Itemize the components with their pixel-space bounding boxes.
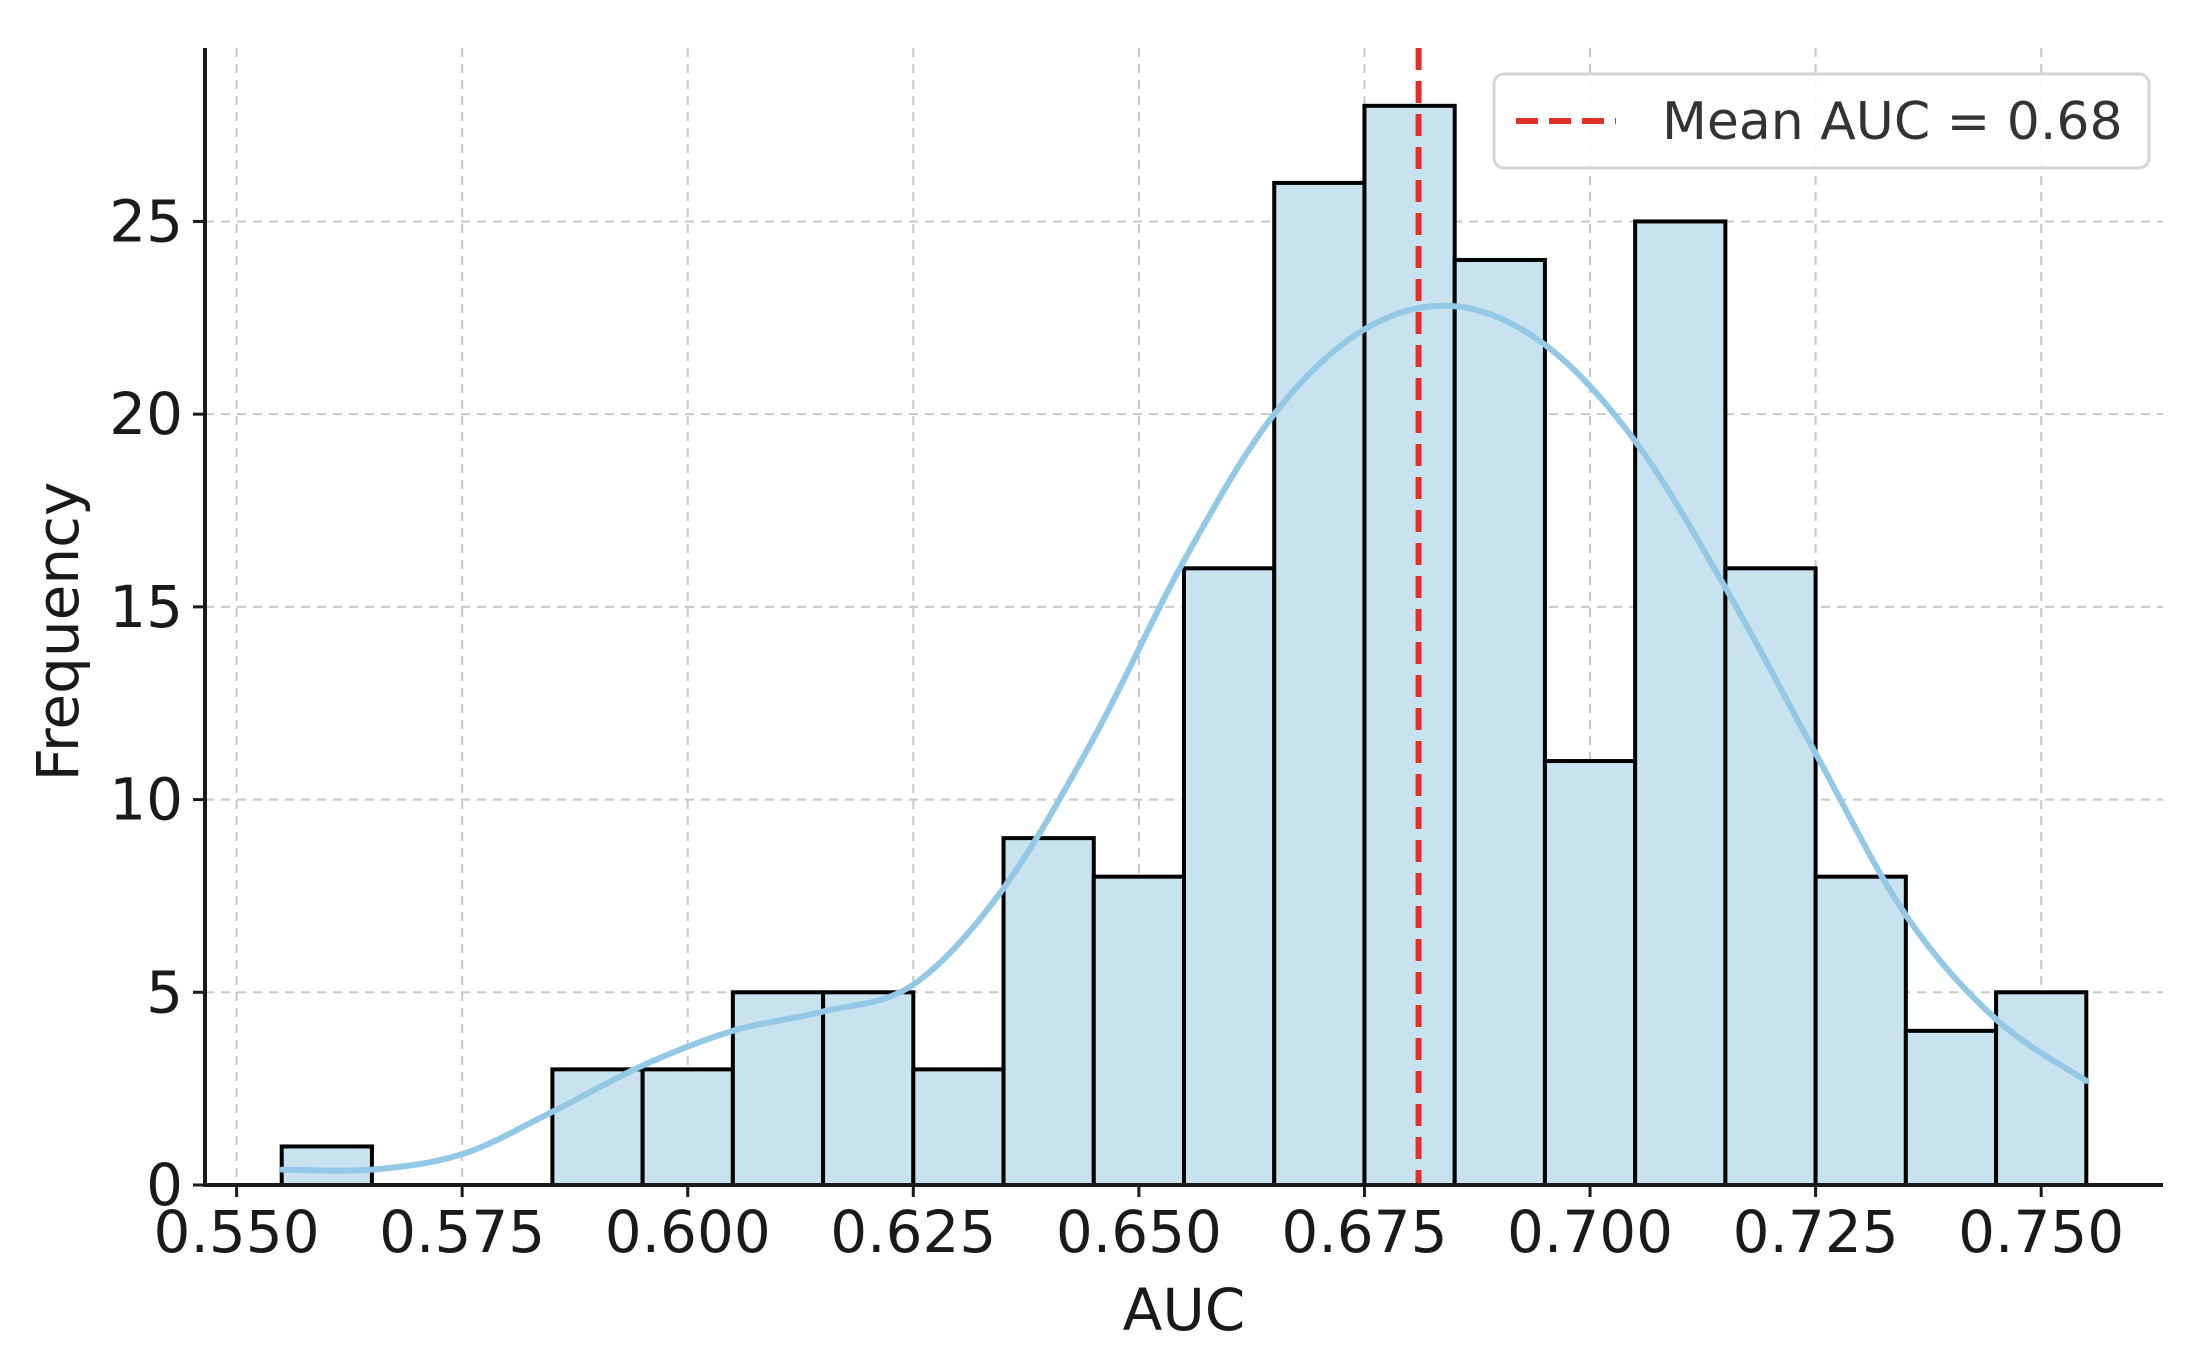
histogram-bar-8 (1001, 836, 1096, 1187)
x-tick-label-7: 0.725 (1733, 1198, 1899, 1266)
x-tick-label-5: 0.675 (1281, 1198, 1447, 1266)
x-tick-label-0: 0.550 (154, 1198, 320, 1266)
y-tick-label-3: 15 (109, 573, 183, 641)
x-tick-label-4: 0.650 (1056, 1198, 1222, 1266)
histogram-bar-7 (911, 1067, 1006, 1188)
histogram-bar-4 (640, 1067, 735, 1188)
y-tick-label-1: 5 (146, 958, 183, 1026)
y-axis-ticks: 0 5 10 15 20 25 (109, 187, 205, 1219)
histogram-bars (279, 103, 2089, 1188)
x-tick-label-8: 0.750 (1958, 1198, 2124, 1266)
x-tick-label-6: 0.700 (1507, 1198, 1673, 1266)
y-tick-label-2: 10 (109, 766, 183, 834)
y-tick-label-0: 0 (146, 1151, 183, 1219)
histogram-bar-14 (1542, 759, 1638, 1187)
x-tick-label-1: 0.575 (379, 1198, 545, 1266)
legend: Mean AUC = 0.68 (1492, 72, 2151, 170)
histogram-bar-19 (1994, 990, 2089, 1188)
histogram-bar-16 (1723, 566, 1818, 1187)
y-tick-label-5: 25 (109, 187, 183, 255)
x-tick-label-3: 0.625 (830, 1198, 996, 1266)
kde-curve (278, 302, 2090, 1174)
x-axis-ticks: 0.550 0.575 0.600 0.625 0.650 0.675 0.700 0.725… (154, 1185, 2124, 1266)
y-tick-label-4: 20 (109, 380, 183, 448)
histogram-bar-15 (1633, 219, 1728, 1187)
histogram-bar-0 (279, 1144, 374, 1188)
histogram-bar-9 (1091, 874, 1186, 1187)
histogram-bar-17 (1813, 874, 1908, 1187)
y-axis-label: Frequency (24, 482, 92, 782)
histogram-bar-18 (1903, 1028, 1999, 1188)
histogram-bar-6 (821, 990, 916, 1188)
x-tick-label-2: 0.600 (605, 1198, 771, 1266)
x-axis-label: AUC (1123, 1276, 1246, 1344)
legend-label-mean: Mean AUC = 0.68 (1662, 92, 2123, 152)
histogram-bar-11 (1272, 180, 1367, 1187)
histogram-bar-12 (1362, 103, 1457, 1187)
histogram-bar-10 (1182, 566, 1277, 1187)
histogram-bar-13 (1452, 257, 1547, 1188)
legend-box (1492, 72, 2151, 170)
